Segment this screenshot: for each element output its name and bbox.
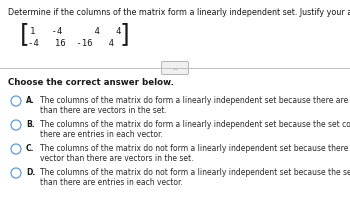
Text: A.: A. (26, 96, 35, 105)
Text: ...: ... (172, 65, 178, 70)
Text: Choose the correct answer below.: Choose the correct answer below. (8, 78, 174, 87)
Text: than there are vectors in the set.: than there are vectors in the set. (40, 106, 167, 115)
Text: The columns of the matrix do form a linearly independent set because there are m: The columns of the matrix do form a line… (40, 96, 350, 105)
Text: ]: ] (120, 22, 130, 46)
Text: vector than there are vectors in the set.: vector than there are vectors in the set… (40, 154, 194, 163)
Text: 1   -4      4   4: 1 -4 4 4 (30, 27, 121, 36)
FancyBboxPatch shape (161, 61, 189, 74)
Text: B.: B. (26, 120, 35, 129)
Text: Determine if the columns of the matrix form a linearly independent set. Justify : Determine if the columns of the matrix f… (8, 8, 350, 17)
Text: The columns of the matrix do not form a linearly independent set because the set: The columns of the matrix do not form a … (40, 168, 350, 177)
Text: -4   16  -16   4: -4 16 -16 4 (28, 39, 114, 48)
Text: than there are entries in each vector.: than there are entries in each vector. (40, 178, 183, 187)
Text: [: [ (20, 22, 30, 46)
Text: there are entries in each vector.: there are entries in each vector. (40, 130, 163, 139)
Text: The columns of the matrix do form a linearly independent set because the set con: The columns of the matrix do form a line… (40, 120, 350, 129)
Text: The columns of the matrix do not form a linearly independent set because there a: The columns of the matrix do not form a … (40, 144, 350, 153)
Text: D.: D. (26, 168, 35, 177)
Text: C.: C. (26, 144, 35, 153)
